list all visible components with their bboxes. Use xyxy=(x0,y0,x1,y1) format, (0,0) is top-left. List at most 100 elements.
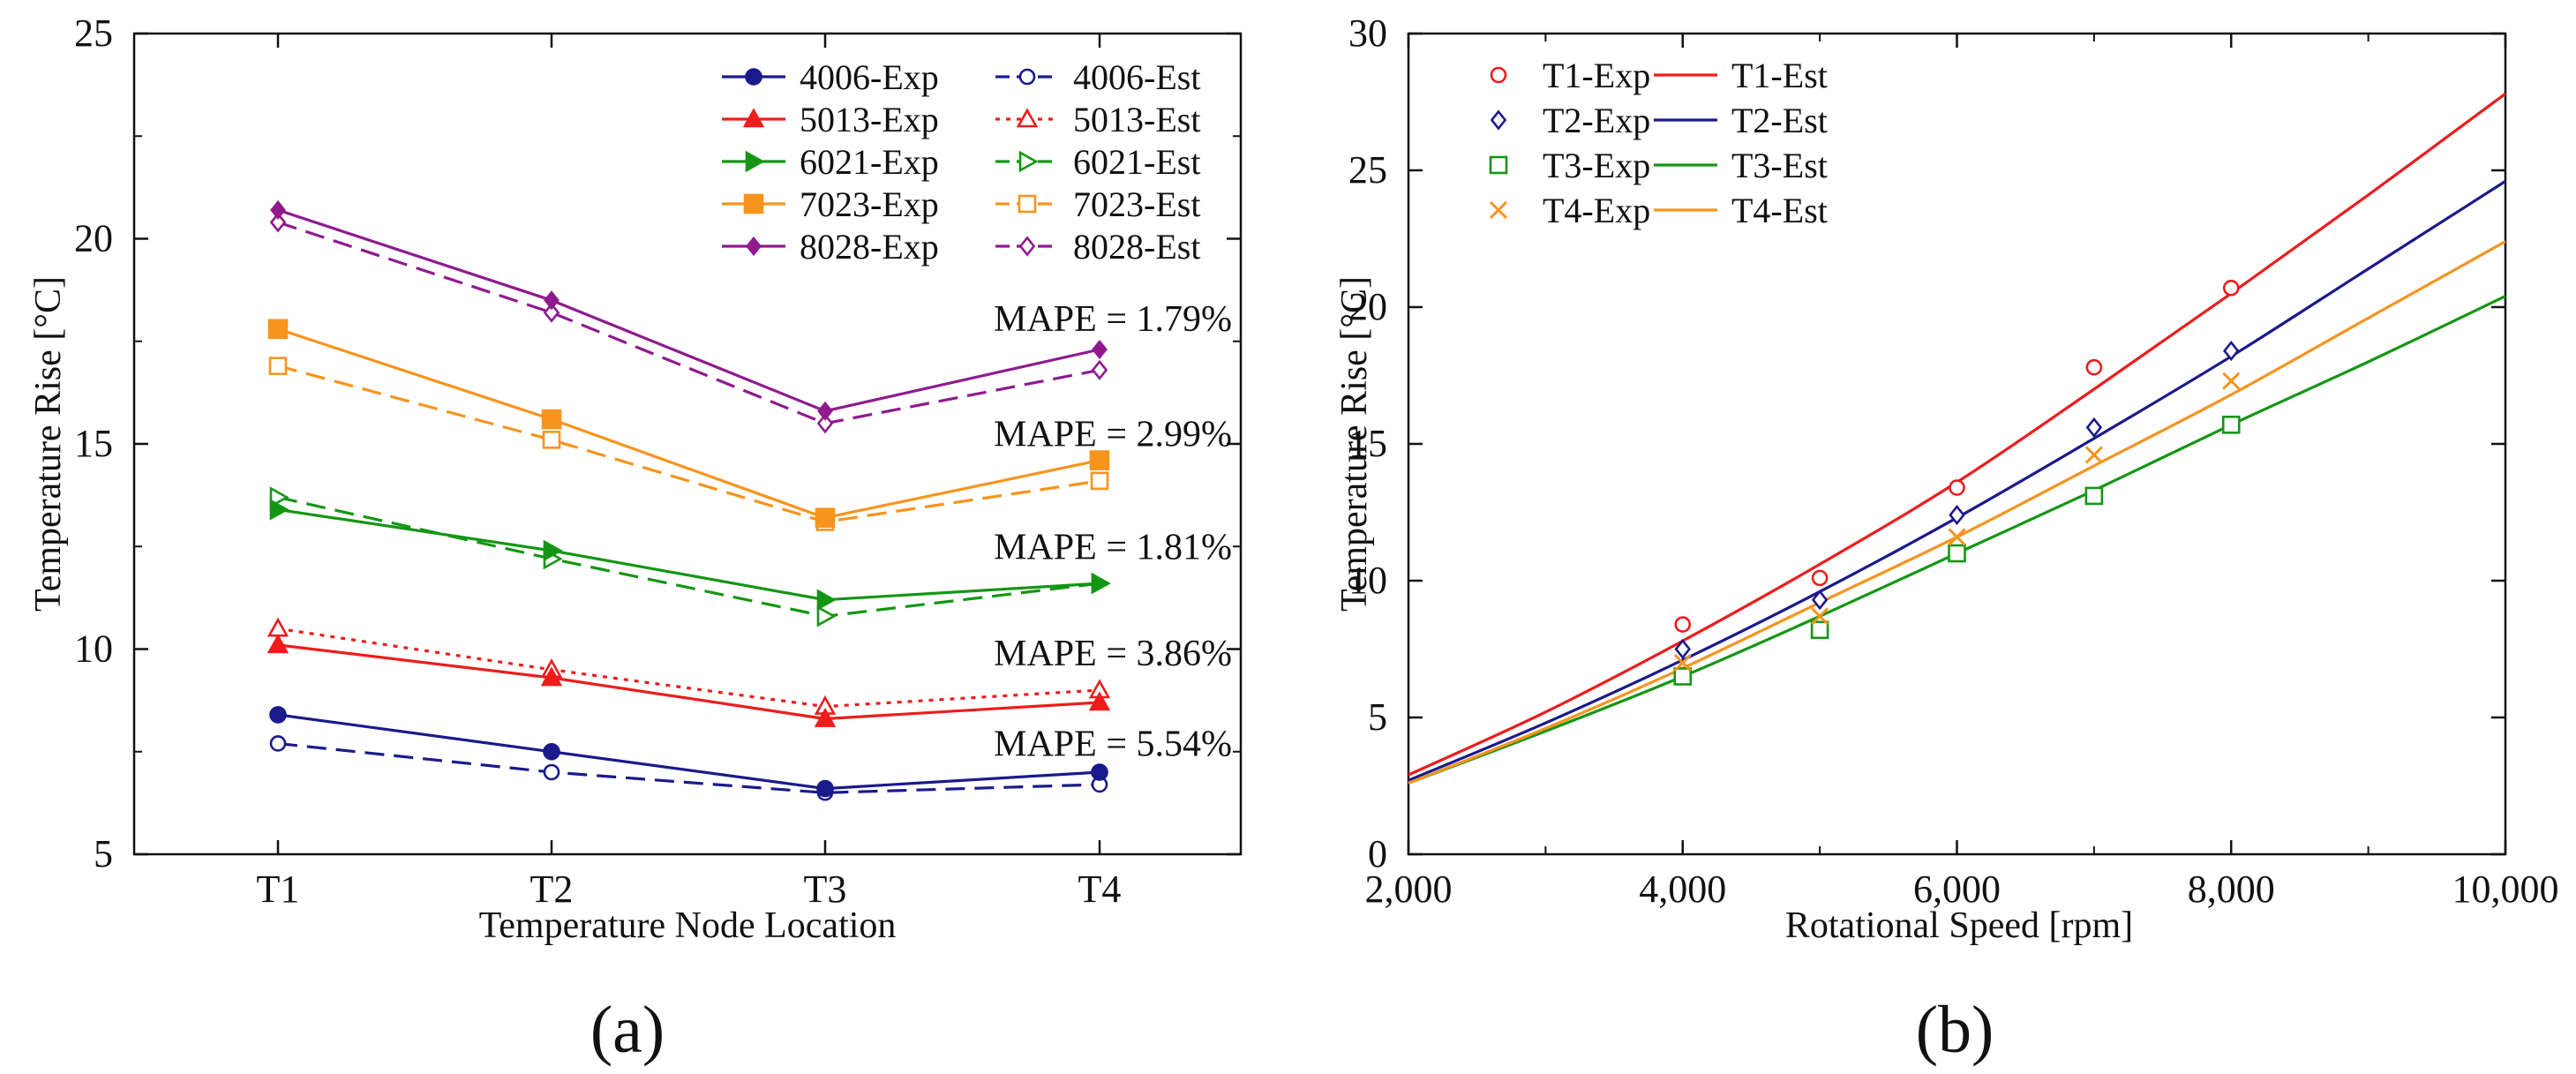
point-4006-est-t2 xyxy=(543,763,560,781)
point-8028-exp-t2 xyxy=(544,290,560,311)
point-t4-exp-6000 xyxy=(1948,528,1966,546)
panel-a-temperature-node-chart: 5 10 15 20 25 T1 T2 T3 T4 Temperature Node Locati… xyxy=(28,11,1243,1067)
point-5013-exp-t4 xyxy=(1088,691,1111,711)
mape-annotation-1: MAPE = 1.79% xyxy=(994,299,1232,340)
x-tick-label-b: 4,000 xyxy=(1639,867,1726,911)
point-t1-exp-5000 xyxy=(1811,569,1829,587)
line-6021-est xyxy=(277,495,1100,618)
point-t3-exp-5000 xyxy=(1810,620,1829,640)
legend-label-t4-exp: T4-Exp xyxy=(1543,191,1650,230)
point-6021-exp-t4 xyxy=(1091,572,1111,595)
point-t3-exp-8000 xyxy=(2221,415,2241,434)
x-tick-label-b: 2,000 xyxy=(1365,867,1453,911)
point-8028-est-t3 xyxy=(816,413,834,434)
y-tick-label-a: 15 xyxy=(74,422,113,465)
y-axis-label-b: Temperature Rise [°C] xyxy=(1334,276,1375,612)
series-5013-exp xyxy=(267,634,1111,727)
point-t2-exp-8000 xyxy=(2222,341,2240,362)
point-6021-exp-t2 xyxy=(543,539,563,562)
point-t4-exp-5000 xyxy=(1811,607,1829,626)
point-t3-exp-4000 xyxy=(1673,667,1693,686)
series-6021-exp xyxy=(269,499,1111,611)
point-4006-est-t1 xyxy=(269,735,287,752)
legend-marker-t4-exp xyxy=(1489,200,1508,220)
y-tick-label-b: 10 xyxy=(1348,559,1387,602)
line-4006-est xyxy=(277,741,1100,794)
point-t3-exp-7000 xyxy=(2084,486,2104,506)
x-axis-label-a: Temperature Node Location xyxy=(479,905,897,946)
series-t1-exp xyxy=(1674,279,2240,633)
y-tick-label-a: 10 xyxy=(74,627,113,671)
point-t2-exp-5000 xyxy=(1811,590,1829,611)
series-4006-est xyxy=(269,735,1108,801)
legend-marker-7023-est xyxy=(1018,194,1037,214)
legend-label-t3-exp: T3-Exp xyxy=(1543,146,1650,185)
legend-label-t3-est: T3-Est xyxy=(1731,146,1828,185)
y-tick-label-a: 5 xyxy=(94,832,113,875)
mape-annotation-2: MAPE = 2.99% xyxy=(994,414,1232,454)
point-7023-exp-t3 xyxy=(815,507,836,529)
point-7023-exp-t1 xyxy=(267,319,289,340)
point-8028-exp-t3 xyxy=(817,401,833,421)
point-t3-exp-6000 xyxy=(1948,544,1966,563)
point-8028-exp-t4 xyxy=(1092,339,1108,360)
point-5013-exp-t3 xyxy=(814,707,837,727)
series-t2-exp xyxy=(1674,341,2240,660)
legend-label-t1-est: T1-Est xyxy=(1731,56,1828,95)
line-4006-exp xyxy=(277,713,1100,791)
point-t2-exp-7000 xyxy=(2085,417,2103,438)
legend-marker-8028-est xyxy=(1018,236,1036,257)
line-8028-est xyxy=(277,221,1100,425)
legend-label-8028-est: 8028-Est xyxy=(1073,227,1200,267)
point-t1-exp-8000 xyxy=(2222,279,2240,297)
point-6021-exp-t1 xyxy=(269,499,289,521)
point-t4-exp-7000 xyxy=(2084,446,2103,464)
point-4006-exp-t1 xyxy=(269,706,287,724)
x-tick-label-b: 10,000 xyxy=(2452,867,2559,911)
panel-label-b: (b) xyxy=(1916,993,1994,1067)
legend-marker-t2-exp xyxy=(1490,109,1507,131)
legend-label-t2-exp: T2-Exp xyxy=(1543,101,1650,140)
line-5013-exp xyxy=(277,643,1100,721)
point-4006-exp-t2 xyxy=(543,742,560,761)
legend-label-6021-est: 6021-Est xyxy=(1073,142,1200,182)
y-axis-label-a: Temperature Rise [°C] xyxy=(28,276,69,612)
point-t1-exp-7000 xyxy=(2085,358,2103,376)
series-7023-exp xyxy=(267,319,1110,529)
legend-marker-6021-est xyxy=(1018,150,1039,173)
mape-annotation-3: MAPE = 1.81% xyxy=(994,527,1232,567)
point-t1-exp-4000 xyxy=(1674,616,1692,633)
legend-a: 4006-Exp 4006-Est 5013-Exp 5013-Est 6021-Exp… xyxy=(722,57,1200,267)
point-7023-est-t1 xyxy=(268,357,288,375)
point-7023-exp-t4 xyxy=(1089,450,1110,470)
point-t2-exp-4000 xyxy=(1674,638,1692,660)
point-7023-est-t2 xyxy=(542,431,561,449)
legend-label-4006-est: 4006-Est xyxy=(1073,57,1200,97)
point-t2-exp-6000 xyxy=(1949,505,1965,526)
legend-label-6021-exp: 6021-Exp xyxy=(800,142,939,182)
line-8028-exp xyxy=(277,208,1100,413)
legend-marker-4006-est xyxy=(1018,68,1036,86)
point-8028-est-t2 xyxy=(543,302,560,323)
series-7023-est xyxy=(268,357,1109,531)
legend-marker-7023-exp xyxy=(743,193,764,214)
line-7023-exp xyxy=(277,327,1100,520)
point-7023-exp-t2 xyxy=(541,409,562,430)
point-8028-est-t4 xyxy=(1091,359,1108,380)
legend-marker-6021-exp xyxy=(745,150,765,173)
point-t1-exp-6000 xyxy=(1949,479,1965,496)
point-6021-est-t3 xyxy=(816,605,837,627)
line-7023-est xyxy=(277,364,1100,524)
legend-label-7023-exp: 7023-Exp xyxy=(800,184,939,224)
legend-marker-5013-exp xyxy=(742,108,765,128)
panel-b-rotational-speed-chart: 0 5 10 15 20 25 30 2,000 4,000 6,000 8,000 10,000 Ro… xyxy=(1334,11,2559,1067)
point-6021-exp-t3 xyxy=(816,589,837,611)
y-tick-label-b: 15 xyxy=(1348,422,1387,465)
legend-marker-4006-exp xyxy=(745,68,762,86)
legend-marker-8028-exp xyxy=(746,236,762,257)
point-8028-exp-t1 xyxy=(270,199,286,221)
y-tick-label-b: 5 xyxy=(1368,695,1387,739)
series-8028-est xyxy=(269,212,1108,434)
legend-label-t2-est: T2-Est xyxy=(1731,101,1828,140)
